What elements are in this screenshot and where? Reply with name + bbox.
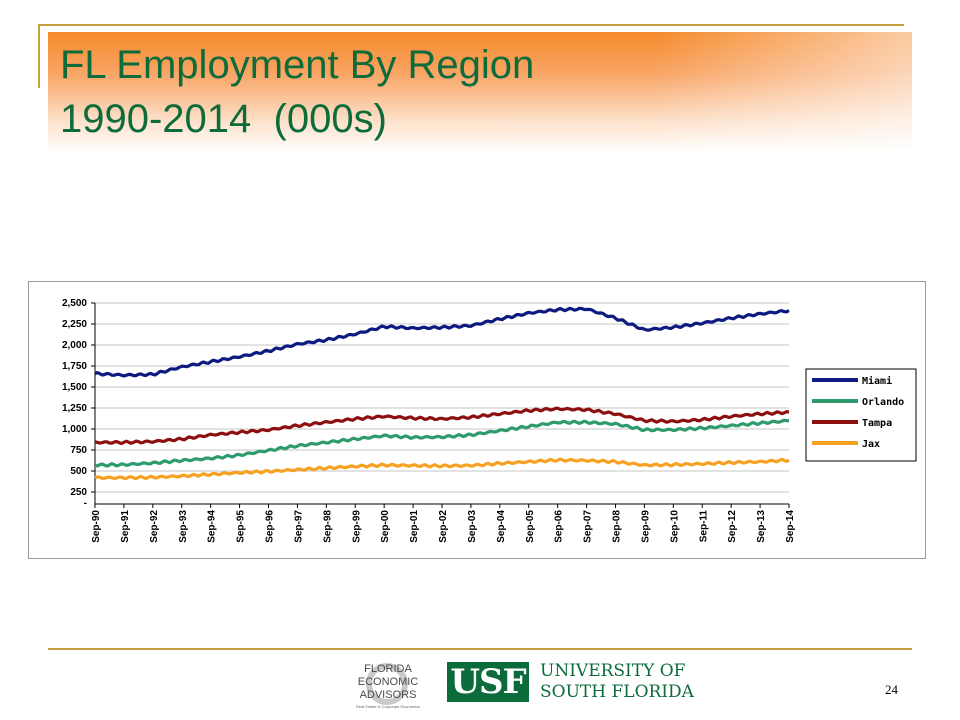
fea-line-1: FLORIDA — [364, 663, 412, 675]
x-tick-label: Sep-14 — [785, 510, 796, 543]
left-rule — [38, 24, 40, 88]
fea-line-3: ADVISORS — [360, 689, 417, 701]
y-tick-label: 1,500 — [62, 382, 87, 393]
x-tick-label: Sep-93 — [178, 510, 189, 543]
usf-logo-mark: USF — [447, 662, 529, 702]
fea-line-2: ECONOMIC — [358, 676, 419, 688]
y-tick-label: 1,250 — [62, 403, 87, 414]
usf-wordmark: UNIVERSITY OF SOUTH FLORIDA — [540, 661, 694, 703]
y-tick-label: 1,750 — [62, 361, 87, 372]
x-tick-label: Sep-96 — [265, 510, 276, 543]
x-tick-label: Sep-02 — [438, 510, 449, 543]
x-tick-label: Sep-09 — [640, 510, 651, 543]
y-tick-label: 2,250 — [62, 319, 87, 330]
x-tick-label: Sep-07 — [583, 510, 594, 543]
y-tick-label: 2,500 — [62, 298, 87, 309]
y-tick-label: 250 — [70, 487, 87, 498]
x-tick-label: Sep-05 — [525, 510, 536, 543]
x-tick-label: Sep-01 — [409, 510, 420, 543]
x-tick-label: Sep-12 — [727, 510, 738, 543]
series-line-orlando — [94, 418, 790, 468]
employment-line-chart: 250 500 750 1,000 1,250 1,500 1,750 2,000 2,250 2… — [62, 298, 917, 543]
x-tick-label: Sep-00 — [380, 510, 391, 543]
x-tick-label: Sep-11 — [698, 510, 709, 543]
usf-name-line-2: SOUTH FLORIDA — [540, 682, 694, 702]
x-tick-label: Sep-90 — [91, 510, 102, 543]
florida-economic-advisors-logo: FLORIDA ECONOMIC ADVISORS Real Estate & … — [356, 663, 420, 709]
y-tick-label: 2,000 — [62, 340, 87, 351]
x-tick-label: Sep-92 — [149, 510, 160, 543]
x-tick-label: Sep-94 — [207, 510, 218, 543]
page-number: 24 — [885, 682, 898, 697]
x-tick-label: Sep-06 — [554, 510, 565, 543]
title-line-2: 1990-2014 (000s) — [60, 97, 387, 141]
legend-label-jax: Jax — [862, 439, 880, 450]
y-tick-label: 500 — [70, 466, 87, 477]
bottom-rule — [48, 648, 912, 650]
top-rule — [40, 24, 904, 26]
chart-container: 250 500 750 1,000 1,250 1,500 1,750 2,000 2,250 2… — [28, 281, 926, 559]
series-line-miami — [94, 306, 790, 378]
legend-label-tampa: Tampa — [862, 418, 892, 429]
usf-name-line-1: UNIVERSITY OF — [540, 661, 686, 681]
title-line-1: FL Employment By Region — [60, 43, 535, 87]
legend-label-miami: Miami — [862, 375, 892, 387]
x-tick-label: Sep-13 — [756, 510, 767, 543]
x-tick-label: Sep-04 — [496, 510, 507, 543]
fea-tagline: Real Estate & Corporate Economics — [356, 704, 420, 709]
legend-box — [805, 368, 917, 462]
series-line-jax — [94, 457, 790, 481]
slide-title: FL Employment By Region 1990-2014 (000s) — [60, 38, 534, 146]
x-tick-label: Sep-10 — [669, 510, 680, 543]
y-tick-label: 750 — [70, 445, 87, 456]
x-tick-label: Sep-99 — [351, 510, 362, 543]
legend-label-orlando: Orlando — [862, 397, 904, 408]
x-tick-label: Sep-91 — [120, 510, 131, 543]
logo-ring — [366, 663, 408, 705]
title-banner — [48, 32, 912, 152]
y-tick-label: 1,000 — [62, 424, 87, 435]
x-tick-label: Sep-03 — [467, 510, 478, 543]
series-line-tampa — [94, 406, 790, 446]
x-tick-label: Sep-08 — [612, 510, 623, 543]
x-tick-label: Sep-97 — [293, 510, 304, 543]
x-tick-label: Sep-98 — [322, 510, 333, 543]
y-axis-bottom-label: - — [84, 498, 87, 509]
x-tick-label: Sep-95 — [236, 510, 247, 543]
